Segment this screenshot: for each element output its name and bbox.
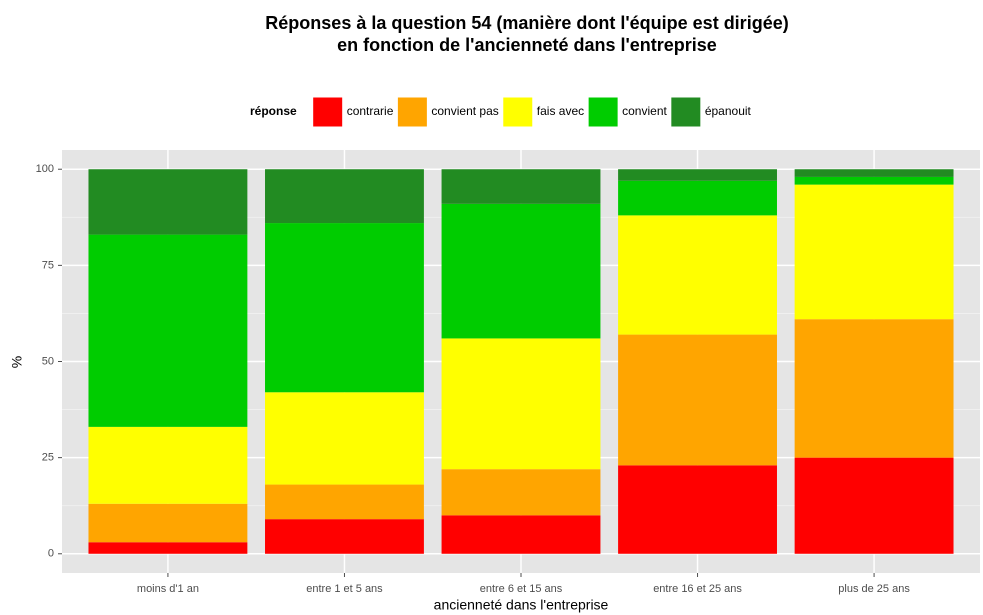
bar-segment [618, 334, 777, 466]
legend-key [587, 96, 619, 128]
bar-segment [441, 203, 601, 339]
bar-segment [618, 169, 777, 181]
legend-label: contrarie [347, 104, 394, 118]
chart-title: en fonction de l'ancienneté dans l'entre… [337, 35, 717, 55]
bar-segment [265, 392, 424, 485]
y-tick-label: 100 [36, 163, 54, 175]
x-tick-label: entre 16 et 25 ans [653, 583, 742, 595]
x-tick-label: plus de 25 ans [838, 583, 910, 595]
chart-title: Réponses à la question 54 (manière dont … [265, 13, 788, 33]
x-tick-label: moins d'1 an [137, 583, 199, 595]
legend-key [396, 96, 428, 128]
bar-segment [265, 519, 424, 554]
legend-title: réponse [250, 104, 297, 118]
bar-segment [441, 469, 601, 516]
x-tick-label: entre 1 et 5 ans [306, 583, 383, 595]
legend-key [502, 96, 534, 128]
x-tick-label: entre 6 et 15 ans [480, 583, 563, 595]
x-axis-label: ancienneté dans l'entreprise [434, 597, 609, 613]
legend-label: convient pas [431, 104, 498, 118]
legend-label: épanouit [705, 104, 752, 118]
bar-segment [88, 503, 248, 543]
bar-segment [618, 465, 777, 554]
bar-segment [794, 457, 954, 554]
y-tick-label: 0 [48, 548, 54, 560]
legend-label: fais avec [537, 104, 584, 118]
legend-key [312, 96, 344, 128]
bar-segment [265, 169, 424, 224]
bar-segment [441, 515, 601, 554]
bar-segment [88, 542, 248, 554]
bar-segment [88, 426, 248, 504]
bar-segment [794, 319, 954, 458]
y-tick-label: 75 [42, 259, 54, 271]
bar-segment [441, 169, 601, 204]
bar-segment [441, 338, 601, 470]
bar-segment [618, 180, 777, 216]
y-axis-label: % [9, 356, 25, 368]
bar-segment [618, 215, 777, 335]
bar-segment [88, 234, 248, 427]
legend-key [670, 96, 702, 128]
legend-label: convient [622, 104, 667, 118]
bar-segment [88, 169, 248, 235]
y-tick-label: 25 [42, 452, 54, 464]
bar-segment [265, 223, 424, 393]
bar-segment [265, 484, 424, 520]
y-tick-label: 50 [42, 355, 54, 367]
bar-segment [794, 184, 954, 320]
bar-segment [794, 176, 954, 185]
bar-segment [794, 169, 954, 177]
